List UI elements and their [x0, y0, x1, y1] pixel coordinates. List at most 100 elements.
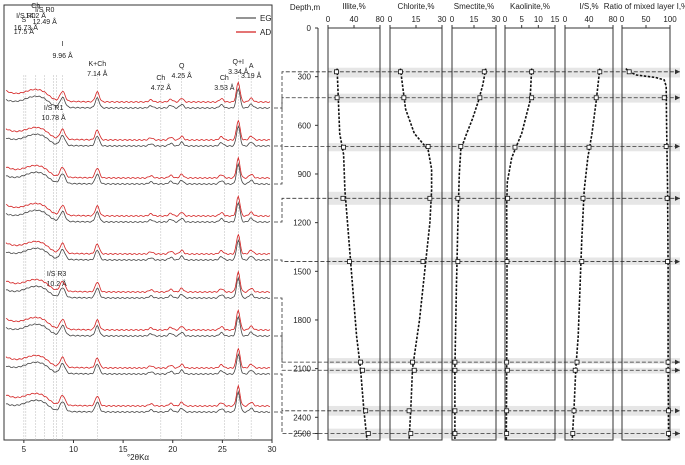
- panel-tick-label: 15: [470, 15, 479, 24]
- data-point: [626, 69, 632, 75]
- sample-link-arrow: [274, 259, 680, 262]
- data-point: [529, 95, 535, 101]
- x-tick-label: 15: [119, 445, 128, 454]
- depth-axis-title: Depth,m: [290, 3, 321, 12]
- xrd-trace: [5, 81, 271, 103]
- panel-title: Ratio of mixed layer I,%: [604, 2, 685, 11]
- panel-tick-label: 80: [609, 15, 618, 24]
- depth-tick-label: 600: [298, 121, 312, 130]
- panel-tick-label: 0: [503, 15, 508, 24]
- data-point: [580, 195, 586, 201]
- x-tick-label: 20: [168, 445, 177, 454]
- depth-tick-label: 2400: [293, 413, 311, 422]
- data-point: [593, 95, 599, 101]
- panel-tick-label: 100: [663, 15, 677, 24]
- peak-label-name: S: [22, 17, 27, 24]
- data-point: [452, 408, 458, 414]
- highlight-band: [328, 367, 680, 374]
- sample-link-arrow: [274, 71, 680, 109]
- highlight-band: [328, 67, 680, 78]
- panel-tick-label: 15: [412, 15, 421, 24]
- data-point: [504, 359, 510, 365]
- peak-label-dspacing: 9.96 Å: [52, 51, 73, 60]
- xrd-trace: [5, 195, 271, 217]
- data-point: [452, 359, 458, 365]
- xrd-trace: [5, 201, 271, 223]
- data-point: [340, 195, 346, 201]
- data-point: [504, 408, 510, 414]
- arrow-head: [675, 143, 680, 149]
- data-point: [341, 144, 347, 150]
- data-point: [579, 259, 585, 264]
- panel-frame: [621, 27, 671, 441]
- data-point: [481, 69, 487, 75]
- xrd-trace: [5, 119, 271, 141]
- data-point: [408, 431, 414, 436]
- data-point: [427, 195, 433, 201]
- data-point: [410, 359, 415, 365]
- peak-label-dspacing: 3.19 Å: [241, 71, 262, 80]
- peak-label-dspacing: 16.73 Å: [14, 23, 38, 32]
- highlight-band: [328, 428, 680, 439]
- data-point: [363, 408, 369, 414]
- peak-label-dspacing: 4.25 Å: [172, 71, 193, 80]
- data-point: [397, 69, 403, 75]
- depth-panel: Smectite,% 0 15 30: [450, 2, 501, 441]
- data-point: [666, 408, 671, 414]
- panel-tick-label: 0: [326, 15, 331, 24]
- panel-tick-label: 40: [350, 15, 359, 24]
- trend-line: [571, 68, 601, 441]
- trend-line: [336, 68, 368, 441]
- panel-tick-label: 40: [585, 15, 594, 24]
- peak-label-dspacing: 14.2 Å: [26, 11, 47, 20]
- panel-tick-label: 0: [563, 15, 568, 24]
- panel-title: Chlorite,%: [398, 2, 435, 11]
- data-point: [661, 95, 667, 101]
- depth-tick-label: 1500: [293, 267, 311, 276]
- panel-tick-label: 5: [519, 15, 524, 24]
- data-point: [665, 367, 671, 373]
- data-point: [571, 408, 577, 414]
- legend-label: EG: [260, 14, 272, 23]
- data-point: [452, 431, 458, 436]
- x-tick-label: 25: [218, 445, 227, 454]
- data-point: [401, 95, 407, 101]
- sample-link-arrow: [274, 373, 680, 412]
- depth-panel: I/S,% 0 40 80: [563, 2, 618, 441]
- x-tick-label: 5: [22, 445, 27, 454]
- peak-label-dspacing: 17.5 Å: [14, 27, 35, 36]
- peak-label-dspacing: 10.78 Å: [42, 113, 66, 122]
- data-point: [664, 195, 670, 201]
- arrow-head: [675, 69, 680, 75]
- peak-label-dspacing: 10.2 Å: [46, 279, 67, 288]
- arrow-head: [675, 95, 680, 101]
- sample-link-arrow: [274, 411, 680, 434]
- panel-frame: [451, 27, 497, 441]
- data-point: [455, 259, 461, 264]
- peak-label-name: Ch: [156, 75, 165, 82]
- xrd-frame: [3, 4, 273, 441]
- arrow-head: [675, 195, 680, 201]
- panel-tick-label: 80: [376, 15, 385, 24]
- panel-frame: [564, 27, 614, 441]
- data-point: [570, 431, 576, 436]
- panel-frame: [327, 27, 381, 441]
- peak-label-name: I: [62, 41, 64, 48]
- depth-tick-label: 300: [298, 73, 312, 82]
- peak-label-dspacing: 4.72 Å: [151, 83, 172, 92]
- depth-tick-label: 900: [298, 170, 312, 179]
- data-point: [504, 367, 510, 373]
- peak-label-dspacing: 3.53 Å: [214, 83, 235, 92]
- data-point: [663, 144, 669, 149]
- peak-label-name: I/S R3: [47, 271, 67, 278]
- xrd-trace: [5, 352, 271, 375]
- peak-label-name: I/S R1: [44, 105, 64, 112]
- panel-tick-label: 0: [450, 15, 455, 24]
- depth-tick-label: 1200: [293, 219, 311, 228]
- arrow-head: [675, 431, 680, 437]
- data-point: [586, 144, 592, 150]
- depth-tick-label: 2500: [293, 430, 311, 439]
- x-tick-label: 10: [69, 445, 78, 454]
- depth-panel: Kaolinite,%0 5 10 15: [503, 2, 560, 441]
